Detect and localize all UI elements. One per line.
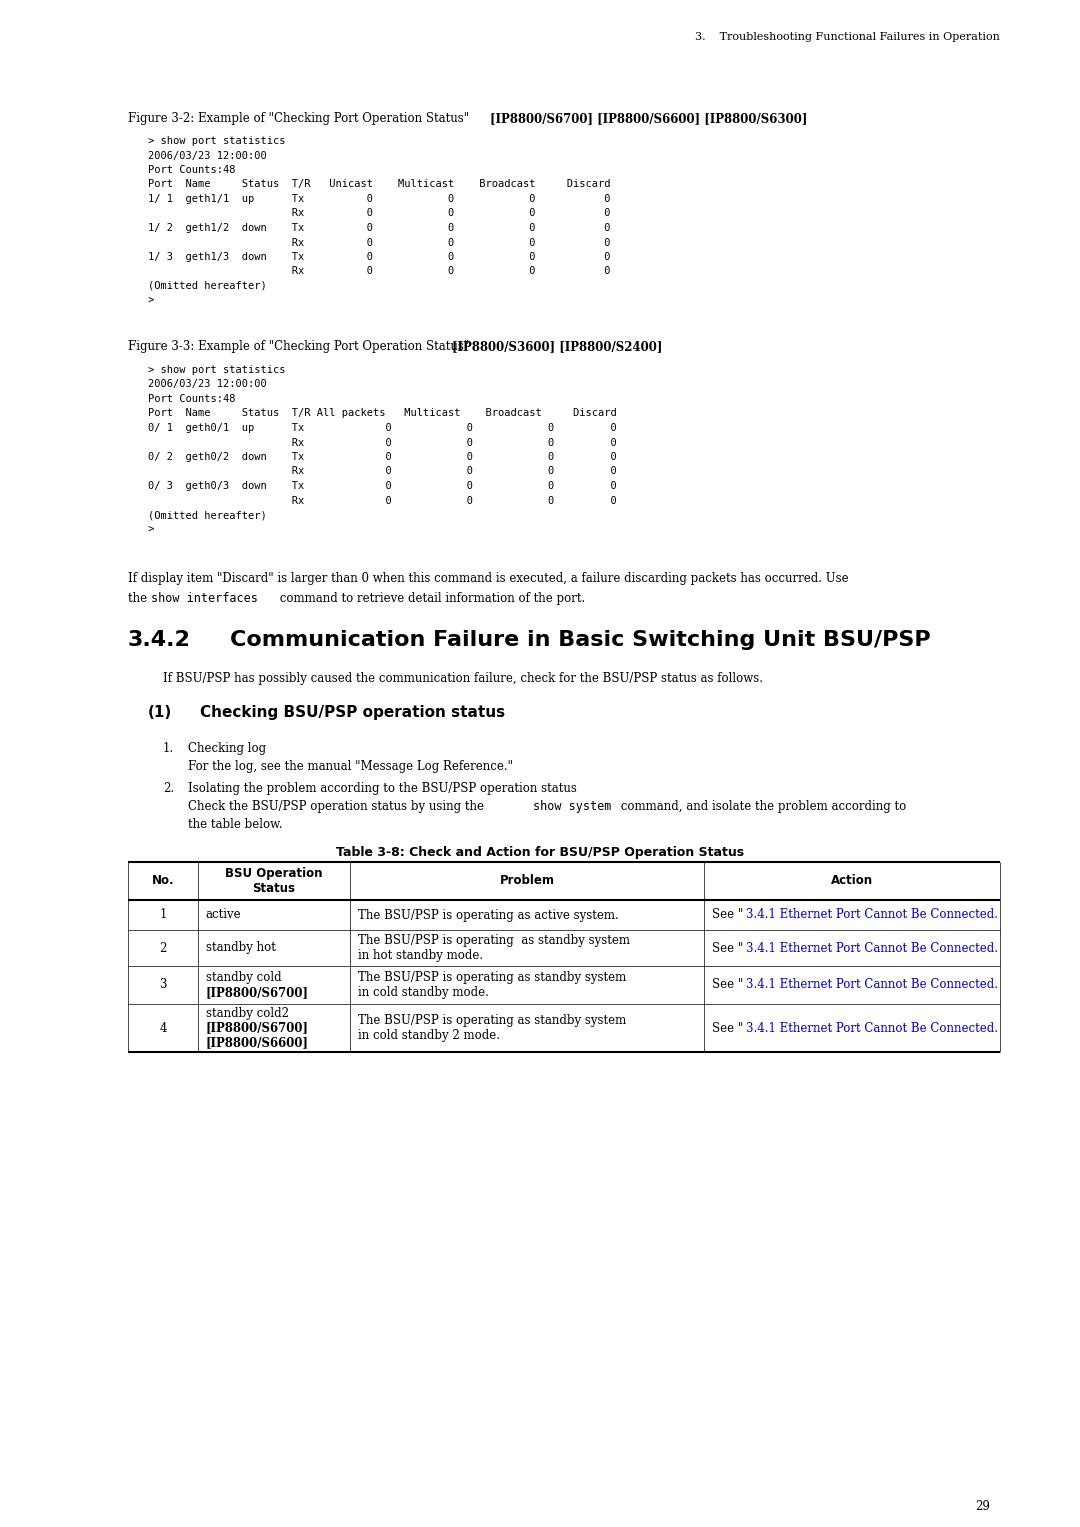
Text: 4: 4 [159, 1022, 166, 1034]
Text: 0/ 3  geth0/3  down    Tx             0            0            0         0: 0/ 3 geth0/3 down Tx 0 0 0 0 [148, 481, 617, 492]
Text: standby cold: standby cold [206, 971, 282, 985]
Text: The BSU/PSP is operating as standby system: The BSU/PSP is operating as standby syst… [359, 971, 626, 985]
Text: 3.    Troubleshooting Functional Failures in Operation: 3. Troubleshooting Functional Failures i… [696, 32, 1000, 43]
Text: Port  Name     Status  T/R   Unicast    Multicast    Broadcast     Discard: Port Name Status T/R Unicast Multicast B… [148, 180, 610, 189]
Text: The BSU/PSP is operating  as standby system: The BSU/PSP is operating as standby syst… [359, 935, 631, 947]
Text: > show port statistics: > show port statistics [148, 136, 285, 147]
Text: The BSU/PSP is operating as standby system: The BSU/PSP is operating as standby syst… [359, 1014, 626, 1028]
Text: Figure 3-2: Example of "Checking Port Operation Status": Figure 3-2: Example of "Checking Port Op… [129, 111, 473, 125]
Text: BSU Operation
Status: BSU Operation Status [226, 867, 323, 895]
Text: 1/ 2  geth1/2  down    Tx          0            0            0           0: 1/ 2 geth1/2 down Tx 0 0 0 0 [148, 223, 610, 234]
Text: Rx          0            0            0           0: Rx 0 0 0 0 [148, 209, 610, 218]
Text: standby cold2: standby cold2 [206, 1006, 288, 1020]
Text: Rx             0            0            0         0: Rx 0 0 0 0 [148, 495, 617, 505]
Text: in hot standby mode.: in hot standby mode. [359, 948, 484, 962]
Text: > show port statistics: > show port statistics [148, 365, 285, 376]
Text: 1/ 3  geth1/3  down    Tx          0            0            0           0: 1/ 3 geth1/3 down Tx 0 0 0 0 [148, 252, 610, 263]
Text: Isolating the problem according to the BSU/PSP operation status: Isolating the problem according to the B… [188, 782, 577, 796]
Text: standby hot: standby hot [206, 942, 275, 954]
Text: Checking log: Checking log [188, 742, 266, 754]
Text: 3.4.2: 3.4.2 [129, 631, 191, 651]
Text: (Omitted hereafter): (Omitted hereafter) [148, 281, 267, 292]
Text: No.: No. [151, 875, 174, 887]
Text: See ": See " [712, 909, 743, 921]
Text: command to retrieve detail information of the port.: command to retrieve detail information o… [276, 592, 585, 605]
Text: (1): (1) [148, 705, 172, 721]
Text: 3.4.1 Ethernet Port Cannot Be Connected.: 3.4.1 Ethernet Port Cannot Be Connected. [745, 909, 998, 921]
Text: 2006/03/23 12:00:00: 2006/03/23 12:00:00 [148, 151, 267, 160]
Text: If BSU/PSP has possibly caused the communication failure, check for the BSU/PSP : If BSU/PSP has possibly caused the commu… [163, 672, 762, 686]
Text: Table 3-8: Check and Action for BSU/PSP Operation Status: Table 3-8: Check and Action for BSU/PSP … [336, 846, 744, 860]
Text: 0/ 2  geth0/2  down    Tx             0            0            0         0: 0/ 2 geth0/2 down Tx 0 0 0 0 [148, 452, 617, 463]
Text: in cold standby 2 mode.: in cold standby 2 mode. [359, 1029, 500, 1041]
Text: (Omitted hereafter): (Omitted hereafter) [148, 510, 267, 521]
Text: Port Counts:48: Port Counts:48 [148, 165, 235, 176]
Text: active: active [206, 909, 242, 921]
Text: Figure 3-3: Example of "Checking Port Operation Status": Figure 3-3: Example of "Checking Port Op… [129, 341, 473, 353]
Text: Communication Failure in Basic Switching Unit BSU/PSP: Communication Failure in Basic Switching… [230, 631, 931, 651]
Text: 3.4.1 Ethernet Port Cannot Be Connected.: 3.4.1 Ethernet Port Cannot Be Connected. [745, 979, 998, 991]
Text: [IP8800/S6600]: [IP8800/S6600] [206, 1035, 309, 1049]
Text: Rx          0            0            0           0: Rx 0 0 0 0 [148, 267, 610, 276]
Text: 1/ 1  geth1/1  up      Tx          0            0            0           0: 1/ 1 geth1/1 up Tx 0 0 0 0 [148, 194, 610, 205]
Text: 0/ 1  geth0/1  up      Tx             0            0            0         0: 0/ 1 geth0/1 up Tx 0 0 0 0 [148, 423, 617, 434]
Text: the: the [129, 592, 151, 605]
Text: The BSU/PSP is operating as active system.: The BSU/PSP is operating as active syste… [359, 909, 619, 921]
Text: Port Counts:48: Port Counts:48 [148, 394, 235, 405]
Text: Problem: Problem [499, 875, 554, 887]
Text: [IP8800/S3600] [IP8800/S2400]: [IP8800/S3600] [IP8800/S2400] [453, 341, 662, 353]
Text: 2: 2 [159, 942, 166, 954]
Text: the table below.: the table below. [188, 818, 283, 831]
Text: 1: 1 [159, 909, 166, 921]
Text: command, and isolate the problem according to: command, and isolate the problem accordi… [617, 800, 906, 812]
Text: in cold standby mode.: in cold standby mode. [359, 986, 489, 999]
Text: 29: 29 [975, 1500, 990, 1513]
Text: 2.: 2. [163, 782, 174, 796]
Text: 3.4.1 Ethernet Port Cannot Be Connected.: 3.4.1 Ethernet Port Cannot Be Connected. [745, 1022, 998, 1034]
Text: Port  Name     Status  T/R All packets   Multicast    Broadcast     Discard: Port Name Status T/R All packets Multica… [148, 409, 617, 418]
Text: [IP8800/S6700]: [IP8800/S6700] [206, 1022, 309, 1034]
Text: Check the BSU/PSP operation status by using the: Check the BSU/PSP operation status by us… [188, 800, 488, 812]
Text: show system: show system [534, 800, 611, 812]
Text: 3.4.1 Ethernet Port Cannot Be Connected.: 3.4.1 Ethernet Port Cannot Be Connected. [745, 942, 998, 954]
Text: Action: Action [831, 875, 873, 887]
Text: See ": See " [712, 979, 743, 991]
Text: Rx          0            0            0           0: Rx 0 0 0 0 [148, 238, 610, 247]
Text: [IP8800/S6700]: [IP8800/S6700] [206, 986, 309, 999]
Text: 1.: 1. [163, 742, 174, 754]
Text: Rx             0            0            0         0: Rx 0 0 0 0 [148, 467, 617, 476]
Text: See ": See " [712, 942, 743, 954]
Text: 3: 3 [159, 979, 166, 991]
Text: 2006/03/23 12:00:00: 2006/03/23 12:00:00 [148, 380, 267, 389]
Text: See ": See " [712, 1022, 743, 1034]
Text: Checking BSU/PSP operation status: Checking BSU/PSP operation status [200, 705, 505, 721]
Text: >: > [148, 296, 154, 305]
Text: show interfaces: show interfaces [151, 592, 258, 605]
Text: For the log, see the manual "Message Log Reference.": For the log, see the manual "Message Log… [188, 760, 513, 773]
Text: Rx             0            0            0         0: Rx 0 0 0 0 [148, 438, 617, 447]
Text: [IP8800/S6700] [IP8800/S6600] [IP8800/S6300]: [IP8800/S6700] [IP8800/S6600] [IP8800/S6… [490, 111, 808, 125]
Text: >: > [148, 524, 154, 534]
Text: If display item "Discard" is larger than 0 when this command is executed, a fail: If display item "Discard" is larger than… [129, 573, 849, 585]
